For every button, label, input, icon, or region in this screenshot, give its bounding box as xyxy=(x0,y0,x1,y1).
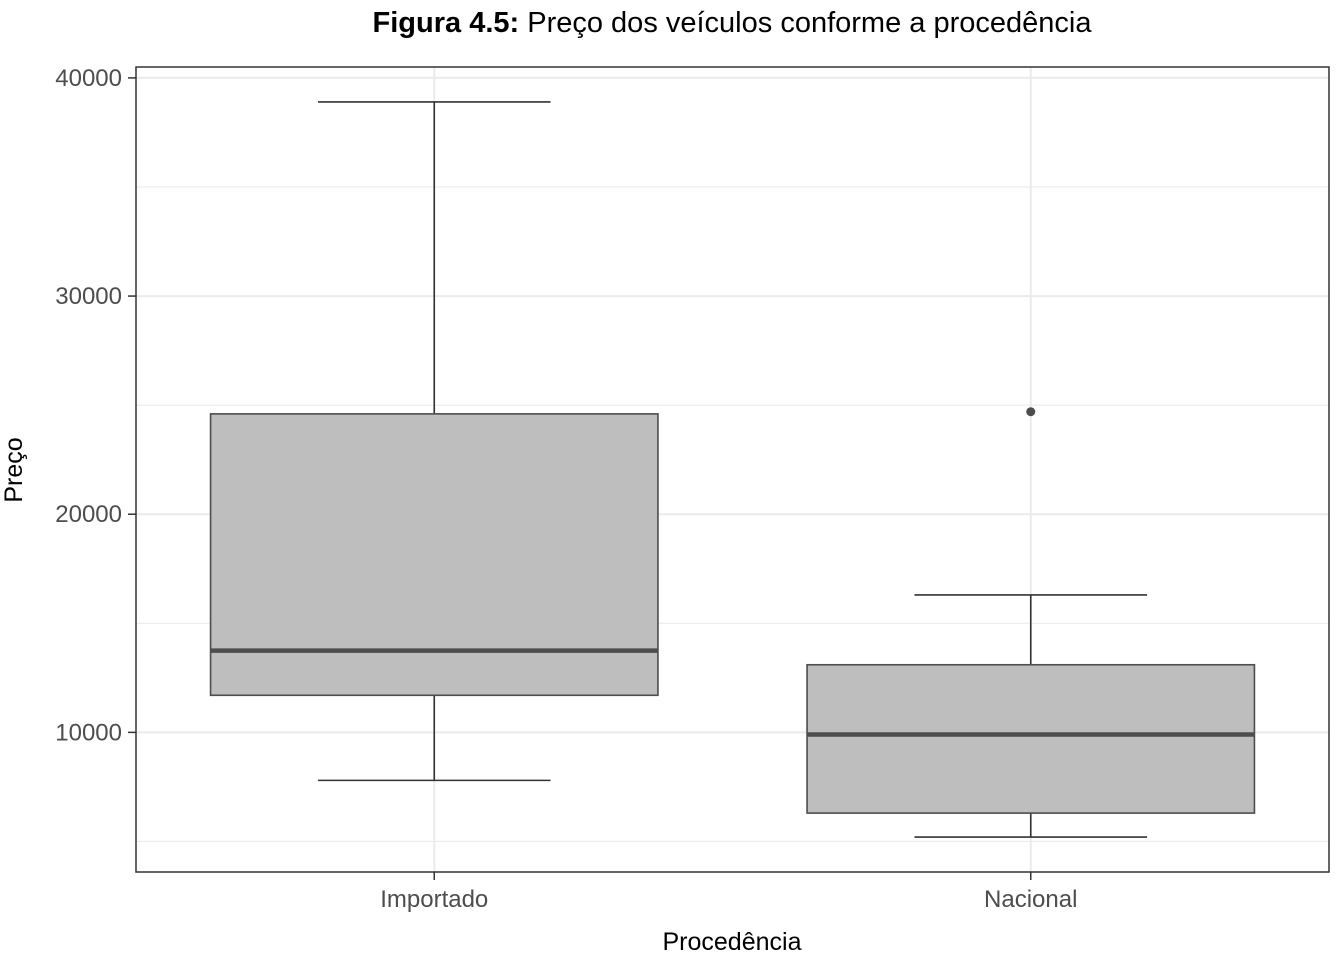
box-layer xyxy=(209,101,1256,838)
axes: 10000 20000 30000 40000 Importado Nacional xyxy=(55,65,1077,913)
x-tick-label: Nacional xyxy=(984,886,1077,913)
box-importado xyxy=(209,101,659,782)
y-tick-label: 40000 xyxy=(55,65,122,92)
y-tick-label: 10000 xyxy=(55,719,122,746)
chart-title-text: Preço dos veículos conforme a procedênci… xyxy=(519,7,1092,39)
box-nacional xyxy=(806,407,1256,838)
iqr-box xyxy=(209,413,659,697)
iqr-box xyxy=(806,663,1256,814)
y-tick-label: 30000 xyxy=(55,283,122,310)
y-axis-title: Preço xyxy=(0,437,28,502)
chart-title: Figura 4.5: Preço dos veículos conforme … xyxy=(373,7,1093,39)
outlier-point xyxy=(1026,407,1036,417)
x-tick-label: Importado xyxy=(380,886,488,913)
y-tick-label: 20000 xyxy=(55,501,122,528)
panel-border xyxy=(135,66,1330,873)
x-axis-title: Procedência xyxy=(663,928,802,956)
chart-title-prefix: Figura 4.5: xyxy=(373,7,520,39)
